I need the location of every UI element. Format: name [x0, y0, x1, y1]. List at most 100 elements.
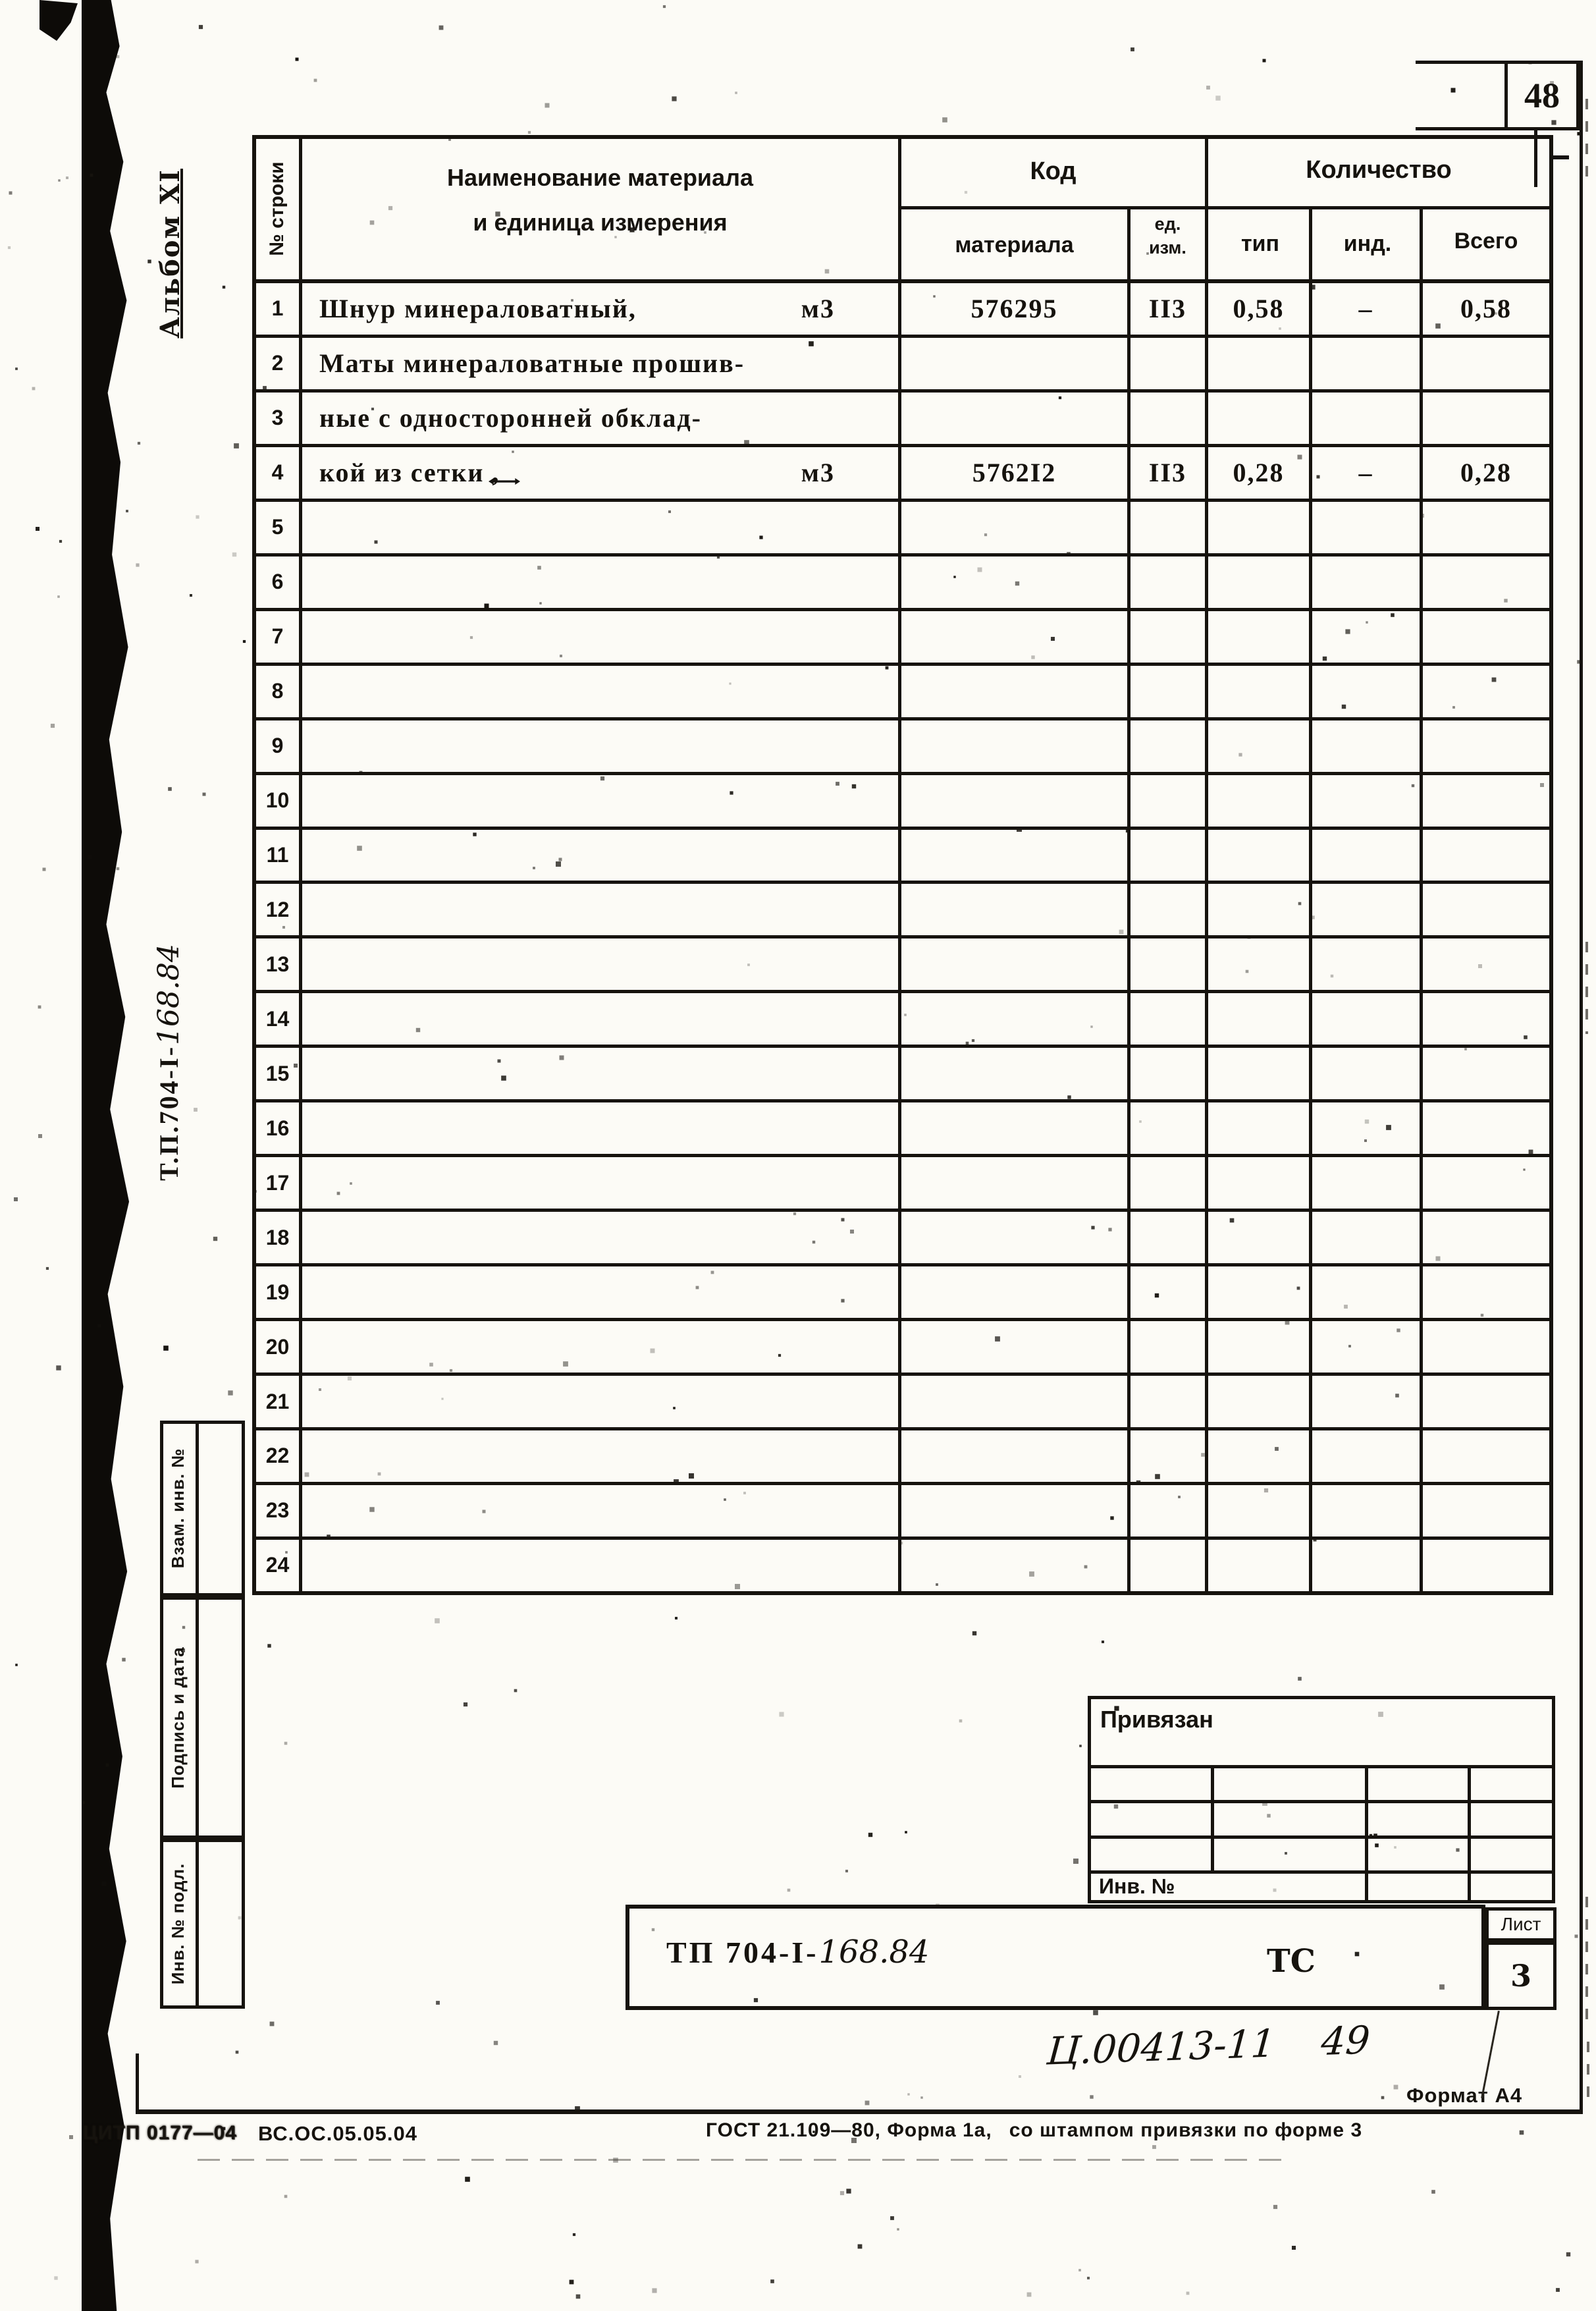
title-doc-code: ТП 704-I-168.84: [666, 1934, 929, 1971]
frame-dash: [1551, 155, 1569, 159]
stamp-divider-line: [196, 1424, 199, 1593]
footer-gost-part1: ГОСТ 21.109—80, Форма 1а,: [706, 2119, 992, 2141]
sheet-label: Лист: [1501, 1914, 1541, 1934]
row-number: 5: [256, 501, 302, 553]
row-number: 1: [256, 283, 302, 335]
footer-doc-ref: ВС.ОС.05.05.04: [258, 2122, 417, 2145]
material-name-text: Маты минераловатные прошив-: [319, 348, 745, 379]
unit-code-cell: [1130, 938, 1208, 991]
row-number: 3: [256, 392, 302, 444]
material-name-cell: [302, 993, 901, 1045]
qty-ind-cell: [1312, 1539, 1423, 1591]
top-frame-line: [1416, 61, 1583, 64]
material-code-cell: [901, 720, 1130, 772]
header-line: [1205, 206, 1208, 279]
edge-dash-marks: [1587, 2042, 1589, 2101]
table-row: 23: [256, 1484, 1549, 1540]
qty-ind-cell: –: [1312, 447, 1423, 499]
column-header-code: Код: [1030, 157, 1077, 185]
header-line: [901, 206, 1549, 209]
frame-line: [1534, 130, 1537, 187]
column-header-material: материала: [955, 232, 1074, 258]
qty-type-cell: [1208, 1430, 1312, 1482]
side-doc-code-handwritten: 168.84: [151, 944, 186, 1045]
qty-type-cell: [1208, 1212, 1312, 1264]
title-doc-code-handwritten: 168.84: [818, 1934, 930, 1971]
material-name-cell: [302, 665, 901, 717]
binding-line: [1211, 1765, 1214, 1870]
stamp-box-vzam: [160, 1421, 245, 1596]
header-line: [299, 139, 302, 279]
material-unit-text: м3: [801, 294, 835, 324]
materials-table: № строки Наименование материала и единиц…: [252, 135, 1553, 1595]
row-number: 14: [256, 993, 302, 1045]
table-row: 9: [256, 720, 1549, 775]
material-name-cell: [302, 1430, 901, 1482]
material-code-cell: [901, 938, 1130, 991]
qty-type-cell: [1208, 829, 1312, 881]
bottom-frame-line: [136, 2109, 1583, 2114]
material-code-cell: [901, 1048, 1130, 1100]
stamp-divider-line: [196, 1600, 199, 1835]
qty-total-cell: [1423, 1102, 1549, 1154]
table-row: 14: [256, 993, 1549, 1048]
table-row: 2 Маты минераловатные прошив-: [256, 337, 1549, 393]
material-name-cell: Шнур минераловатный, м3: [302, 283, 901, 335]
qty-type-cell: [1208, 665, 1312, 717]
frame-line: [1416, 127, 1508, 130]
row-number: 17: [256, 1157, 302, 1209]
qty-total-cell: [1423, 1540, 1549, 1591]
binding-line: [1091, 1870, 1552, 1874]
material-name-cell: [302, 1048, 901, 1100]
table-row: 13: [256, 938, 1549, 994]
qty-total-cell: [1423, 338, 1549, 389]
qty-type-cell: [1208, 938, 1312, 991]
row-number: 21: [256, 1376, 302, 1428]
album-label: Альбом XI: [154, 169, 186, 339]
qty-type-cell: [1208, 611, 1312, 663]
qty-total-cell: [1423, 1157, 1549, 1209]
qty-type-cell: [1208, 337, 1312, 389]
material-name-text: кой из сетки ,: [319, 458, 500, 488]
table-row: 21: [256, 1376, 1549, 1431]
table-row: 10: [256, 775, 1549, 830]
unit-code-cell: II3: [1130, 283, 1208, 335]
qty-type-cell: [1208, 1048, 1312, 1100]
qty-ind-cell: [1312, 1266, 1423, 1319]
scan-torn-edge: [82, 0, 129, 2311]
qty-type-cell: [1208, 1484, 1312, 1536]
qty-ind-cell: [1312, 556, 1423, 608]
qty-ind-cell: [1312, 611, 1423, 663]
qty-total-cell: [1423, 720, 1549, 772]
qty-type-cell: [1208, 720, 1312, 772]
page-number: 48: [1524, 76, 1560, 115]
material-code-cell: [901, 1376, 1130, 1428]
qty-ind-cell: [1312, 1102, 1423, 1155]
qty-ind-cell: [1312, 1484, 1423, 1536]
qty-total-cell: [1423, 666, 1549, 717]
material-name-cell: [302, 720, 901, 772]
row-number: 4: [256, 447, 302, 499]
material-name-cell: [302, 611, 901, 663]
qty-type-cell: [1208, 1157, 1312, 1209]
material-name-cell: [302, 884, 901, 936]
column-header-ind: инд.: [1343, 231, 1392, 256]
side-doc-code-typed: Т.П.704-I-: [153, 1045, 184, 1181]
qty-ind-cell: [1312, 1157, 1423, 1209]
row-number: 19: [256, 1266, 302, 1319]
row-number: 2: [256, 337, 302, 389]
material-name-cell: [302, 1266, 901, 1319]
stamp-box-podpis: [160, 1596, 245, 1839]
material-code-cell: [901, 1102, 1130, 1155]
material-name-cell: [302, 938, 901, 991]
qty-total-cell: [1423, 1212, 1549, 1263]
material-name-cell: [302, 1212, 901, 1264]
header-line: [898, 139, 901, 279]
unit-code-cell: [1130, 993, 1208, 1045]
scan-ink-blob: [40, 0, 78, 41]
binding-line: [1091, 1835, 1552, 1839]
qty-total-cell: [1423, 884, 1549, 935]
title-block: ТП 704-I-168.84 ТС: [625, 1905, 1485, 2010]
qty-total-cell: [1423, 1266, 1549, 1318]
